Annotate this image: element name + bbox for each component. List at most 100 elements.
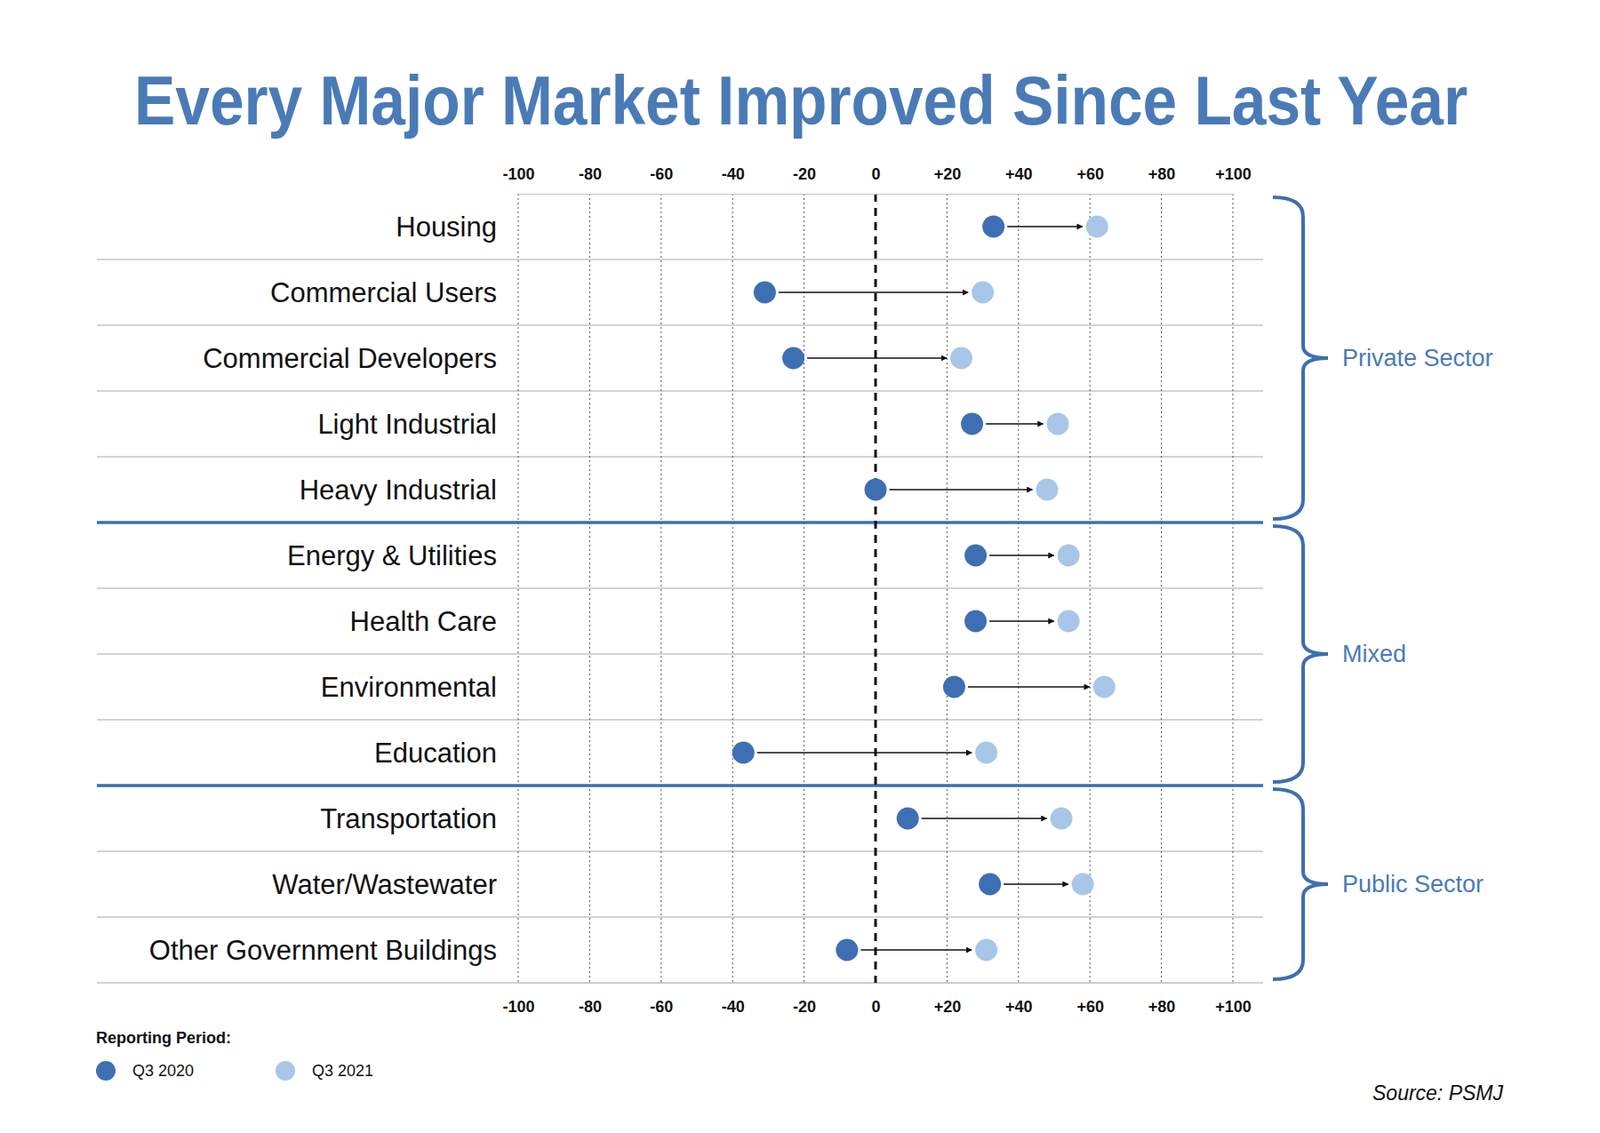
- axis-line: [519, 983, 1234, 984]
- category-label: Water/Wastewater: [272, 869, 497, 901]
- grid-line: [1232, 193, 1234, 984]
- brace: [1272, 526, 1328, 783]
- tick: +20: [934, 165, 962, 194]
- tick-label: 0: [871, 998, 880, 1016]
- group-braces: Private SectorMixedPublic Sector: [1272, 197, 1494, 980]
- dot: [943, 676, 966, 699]
- dot: [1086, 216, 1109, 239]
- dot: [964, 544, 987, 568]
- category-label: Transportation: [320, 803, 497, 835]
- arrow: [968, 686, 1090, 688]
- axis-line: [519, 193, 1234, 195]
- arrow: [778, 291, 968, 293]
- row-separator: [96, 390, 1264, 392]
- tick-label: +80: [1148, 165, 1176, 184]
- tick: -40: [721, 983, 745, 1016]
- row-separator: [96, 587, 1264, 590]
- row-separator: [96, 653, 1264, 656]
- tick-label: -80: [578, 165, 602, 184]
- grid: [518, 193, 1233, 984]
- tick: +40: [1005, 983, 1033, 1016]
- tick-label: +40: [1005, 998, 1033, 1016]
- row-separators: [96, 259, 1264, 984]
- group-label: Private Sector: [1342, 344, 1494, 372]
- tick: +80: [1148, 165, 1176, 194]
- dot: [1035, 479, 1058, 502]
- tick: +80: [1148, 983, 1176, 1016]
- category-label: Education: [374, 737, 497, 769]
- tick: +60: [1076, 983, 1104, 1016]
- tick: +100: [1215, 983, 1252, 1016]
- grid-line: [660, 193, 662, 984]
- tick-label: +20: [934, 165, 962, 184]
- grid-line: [589, 193, 591, 984]
- tick-label: +40: [1005, 165, 1033, 184]
- legend-title: Reporting Period:: [96, 1029, 232, 1048]
- category-labels: HousingCommercial UsersCommercial Develo…: [149, 211, 497, 967]
- category-label: Energy & Utilities: [287, 540, 497, 572]
- tick-label: +60: [1076, 998, 1104, 1016]
- dot: [1072, 873, 1095, 896]
- tick: -80: [578, 983, 602, 1016]
- tick: -20: [792, 165, 816, 194]
- dot: [960, 413, 984, 436]
- dot: [1047, 413, 1070, 436]
- arrow: [989, 554, 1055, 556]
- dot: [835, 939, 858, 962]
- tick-label: -100: [502, 998, 535, 1016]
- tick: -60: [649, 165, 673, 194]
- tick: 0: [871, 165, 880, 194]
- category-label: Commercial Users: [270, 277, 497, 309]
- arrow: [985, 423, 1043, 424]
- arrow: [1003, 883, 1069, 885]
- chart: Every Major Market Improved Since Last Y…: [0, 0, 1600, 1133]
- grid-line: [1017, 193, 1019, 984]
- x-axis-bottom: -100-80-60-40-200+20+40+60+80+100: [502, 983, 1251, 1016]
- category-label: Housing: [395, 211, 497, 243]
- title: Every Major Market Improved Since Last Y…: [134, 61, 1468, 140]
- tick-label: +20: [934, 998, 962, 1016]
- brace: [1272, 197, 1328, 520]
- dot: [864, 479, 888, 502]
- dot: [975, 742, 998, 765]
- group-label: Public Sector: [1342, 871, 1484, 898]
- dot: [1057, 544, 1080, 568]
- legend-label: Q3 2021: [312, 1062, 374, 1080]
- tick-label: +100: [1215, 165, 1252, 184]
- legend-swatch: [96, 1061, 116, 1081]
- legend-label: Q3 2020: [132, 1062, 194, 1080]
- tick-label: -60: [649, 165, 673, 184]
- dot: [982, 216, 1005, 239]
- row-separator: [96, 916, 1264, 919]
- dot: [782, 347, 805, 370]
- tick: -100: [502, 165, 535, 194]
- tick-label: -80: [578, 998, 602, 1016]
- grid-line: [732, 193, 734, 984]
- grid-line: [803, 193, 805, 984]
- row-separator: [96, 850, 1264, 853]
- tick: +20: [934, 983, 962, 1016]
- row-separator: [96, 719, 1264, 721]
- dot: [978, 873, 1001, 896]
- arrow: [1007, 225, 1083, 227]
- grid-line: [1089, 193, 1091, 984]
- dot: [975, 939, 998, 962]
- arrow: [860, 949, 972, 951]
- tick-label: +80: [1148, 998, 1176, 1016]
- dot: [950, 347, 973, 370]
- category-label: Light Industrial: [317, 408, 497, 440]
- tick-label: 0: [871, 165, 880, 184]
- arrow: [921, 817, 1048, 819]
- arrow: [807, 357, 947, 359]
- category-label: Heavy Industrial: [299, 474, 497, 506]
- dot: [896, 808, 920, 831]
- group-separator: [96, 784, 1264, 788]
- grid-line: [518, 193, 520, 984]
- group-separator: [96, 520, 1264, 525]
- category-label: Environmental: [320, 672, 497, 704]
- category-label: Other Government Buildings: [149, 935, 497, 967]
- grid-line: [946, 193, 948, 984]
- tick: +60: [1076, 165, 1104, 194]
- tick: -60: [649, 983, 673, 1016]
- row-separator: [96, 324, 1264, 327]
